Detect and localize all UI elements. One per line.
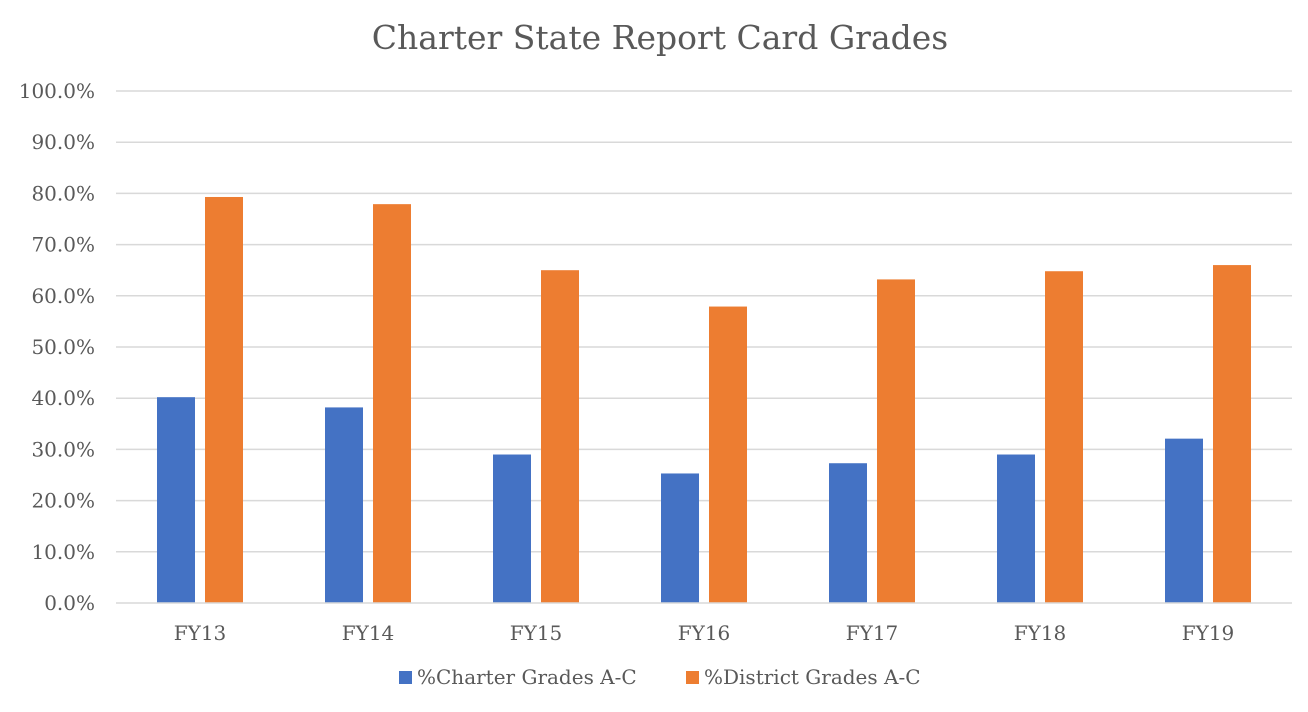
y-tick-label: 30.0% [31, 437, 95, 461]
x-tick-label: FY16 [678, 621, 731, 645]
bar-charter [493, 454, 531, 603]
x-tick-label: FY15 [510, 621, 563, 645]
bars [157, 196, 1251, 604]
bar-charter [829, 463, 867, 603]
y-axis-tick-labels: 0.0% 10.0% 20.0% 30.0% 40.0% 50.0% 60.0% 70.0% 8… [19, 79, 95, 615]
x-tick-label: FY18 [1014, 621, 1067, 645]
y-tick-label: 40.0% [31, 386, 95, 410]
legend-label: %District Grades A-C [704, 665, 921, 689]
y-tick-label: 20.0% [31, 489, 95, 513]
y-tick-label: 60.0% [31, 284, 95, 308]
legend: %Charter Grades A-C %District Grades A-C [399, 665, 921, 689]
bar-district [205, 196, 243, 603]
legend-label: %Charter Grades A-C [417, 665, 637, 689]
y-tick-label: 50.0% [31, 335, 95, 359]
x-tick-label: FY13 [174, 621, 227, 645]
bar-district [541, 270, 579, 603]
bar-charter [157, 397, 195, 603]
y-tick-label: 90.0% [31, 130, 95, 154]
gridlines [116, 90, 1292, 553]
chart-title: Charter State Report Card Grades [372, 18, 948, 57]
bar-district [1213, 265, 1251, 603]
x-tick-label: FY14 [342, 621, 395, 645]
x-axis-tick-labels: FY13 FY14 FY15 FY16 FY17 FY18 FY19 [174, 621, 1235, 645]
y-tick-label: 0.0% [44, 591, 95, 615]
y-tick-label: 80.0% [31, 181, 95, 205]
bar-charter [1165, 438, 1203, 603]
bar-district [373, 204, 411, 604]
x-tick-label: FY17 [846, 621, 899, 645]
bar-district [877, 279, 915, 603]
bar-charter [997, 454, 1035, 603]
x-tick-label: FY19 [1182, 621, 1235, 645]
bar-charter [661, 473, 699, 603]
bar-charter [325, 407, 363, 603]
y-tick-label: 100.0% [19, 79, 95, 103]
bar-district [1045, 271, 1083, 603]
y-tick-label: 70.0% [31, 233, 95, 257]
legend-swatch [686, 671, 699, 684]
legend-swatch [399, 671, 412, 684]
bar-district [709, 306, 747, 603]
y-tick-label: 10.0% [31, 540, 95, 564]
